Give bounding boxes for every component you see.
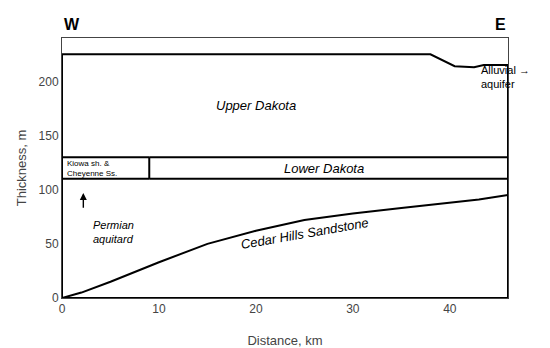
svg-text:Thickness, m: Thickness, m	[14, 130, 29, 207]
svg-text:20: 20	[249, 302, 263, 316]
svg-text:Upper Dakota: Upper Dakota	[216, 98, 296, 113]
svg-text:Permianaquitard: Permianaquitard	[93, 219, 134, 245]
svg-text:Kiowa sh. &Cheyenne Ss.: Kiowa sh. &Cheyenne Ss.	[67, 159, 117, 178]
svg-text:30: 30	[346, 302, 360, 316]
svg-text:150: 150	[39, 129, 59, 143]
svg-text:0: 0	[52, 291, 59, 305]
svg-text:Distance, km: Distance, km	[247, 333, 322, 348]
svg-text:E: E	[495, 16, 506, 33]
svg-text:W: W	[64, 16, 80, 33]
svg-text:100: 100	[39, 183, 59, 197]
svg-text:200: 200	[39, 75, 59, 89]
svg-text:50: 50	[45, 237, 59, 251]
svg-text:Lower Dakota: Lower Dakota	[284, 161, 364, 176]
svg-text:Alluvial →aquifer: Alluvial →aquifer	[481, 64, 530, 90]
svg-text:0: 0	[59, 302, 66, 316]
svg-text:10: 10	[152, 302, 166, 316]
svg-text:Cedar Hills Sandstone: Cedar Hills Sandstone	[240, 215, 370, 252]
svg-text:40: 40	[443, 302, 457, 316]
